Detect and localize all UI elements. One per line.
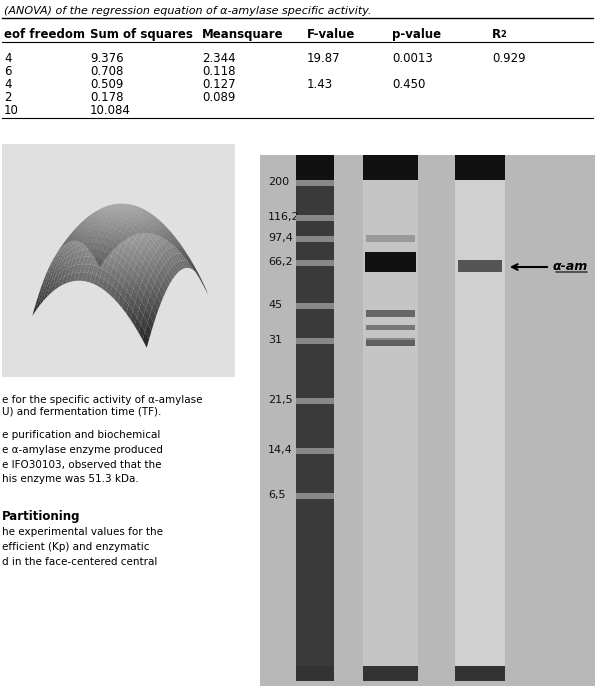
Text: 45: 45 (268, 300, 282, 310)
Bar (366, 310, 415, 317)
Text: 2: 2 (500, 30, 506, 39)
Text: 10.084: 10.084 (90, 104, 131, 117)
Bar (160, 347, 170, 355)
Bar (160, 334, 170, 342)
Bar (160, 321, 170, 329)
Bar (363, 155, 418, 180)
Text: α-am: α-am (553, 261, 588, 274)
Text: >6: >6 (173, 296, 186, 305)
Text: 2: 2 (4, 91, 11, 104)
Text: 0.118: 0.118 (202, 65, 236, 78)
Text: eof freedom: eof freedom (4, 28, 85, 41)
Bar (455, 155, 505, 180)
Text: 1: 1 (311, 165, 319, 178)
Text: 66,2: 66,2 (268, 257, 293, 267)
Text: he experimental values for the
efficient (Kp) and enzymatic
d in the face-center: he experimental values for the efficient… (2, 527, 163, 567)
Text: 1.43: 1.43 (307, 78, 333, 91)
Bar (296, 398, 334, 404)
Bar (366, 338, 415, 343)
Text: <6: <6 (173, 309, 186, 318)
Text: e purification and biochemical
e α-amylase enzyme produced
e IFO30103, observed : e purification and biochemical e α-amyla… (2, 430, 163, 484)
Text: 4: 4 (4, 78, 11, 91)
Text: Partitioning: Partitioning (2, 510, 80, 523)
Text: 0.929: 0.929 (492, 52, 525, 65)
Text: <5: <5 (173, 322, 185, 331)
Bar (296, 260, 334, 266)
Text: 6: 6 (4, 65, 11, 78)
Bar (160, 295, 170, 303)
Text: 4: 4 (4, 52, 11, 65)
Bar (366, 340, 415, 346)
Bar (296, 338, 334, 344)
Bar (296, 215, 334, 221)
Text: (ANOVA) of the regression equation of α-amylase specific activity.: (ANOVA) of the regression equation of α-… (4, 6, 371, 16)
Bar (160, 360, 170, 368)
Bar (160, 308, 170, 316)
Text: 0.127: 0.127 (202, 78, 236, 91)
Bar (296, 180, 334, 186)
Text: <4: <4 (173, 335, 185, 344)
Bar (365, 252, 416, 272)
Text: 10: 10 (4, 104, 19, 117)
Text: 6,5: 6,5 (268, 490, 286, 500)
Text: 116,2: 116,2 (268, 212, 300, 222)
Bar (363, 160, 418, 681)
Text: 0.450: 0.450 (392, 78, 425, 91)
Text: 14,4: 14,4 (268, 445, 293, 455)
Text: 21,5: 21,5 (268, 395, 293, 405)
Text: 2.344: 2.344 (202, 52, 236, 65)
Text: 2: 2 (386, 165, 394, 178)
Text: <2: <2 (173, 361, 185, 370)
Text: 97,4: 97,4 (268, 233, 293, 243)
Bar (296, 303, 334, 309)
Text: <3: <3 (173, 348, 186, 357)
Text: p-value: p-value (392, 28, 441, 41)
Bar (366, 235, 415, 242)
Text: 0.0013: 0.0013 (392, 52, 433, 65)
Bar (296, 493, 334, 499)
Bar (363, 666, 418, 681)
Bar (455, 160, 505, 681)
Text: Sum of squares: Sum of squares (90, 28, 193, 41)
Text: Meansquare: Meansquare (202, 28, 284, 41)
Text: 0.708: 0.708 (90, 65, 123, 78)
Text: 0.089: 0.089 (202, 91, 236, 104)
Text: 9.376: 9.376 (90, 52, 124, 65)
Bar (296, 236, 334, 242)
Bar (260, 155, 595, 686)
Text: 0.178: 0.178 (90, 91, 124, 104)
Text: e for the specific activity of α-amylase
U) and fermentation time (TF).: e for the specific activity of α-amylase… (2, 395, 202, 416)
Bar (455, 666, 505, 681)
Text: 200: 200 (268, 177, 289, 187)
Bar (458, 260, 502, 272)
Text: 31: 31 (268, 335, 282, 345)
Bar (366, 325, 415, 330)
Text: R: R (492, 28, 501, 41)
Text: F-value: F-value (307, 28, 355, 41)
Bar (296, 448, 334, 454)
Bar (296, 160, 334, 681)
Text: 0.509: 0.509 (90, 78, 123, 91)
Text: 3: 3 (476, 165, 484, 178)
Bar (296, 666, 334, 681)
Bar (296, 155, 334, 180)
Text: 19.87: 19.87 (307, 52, 340, 65)
